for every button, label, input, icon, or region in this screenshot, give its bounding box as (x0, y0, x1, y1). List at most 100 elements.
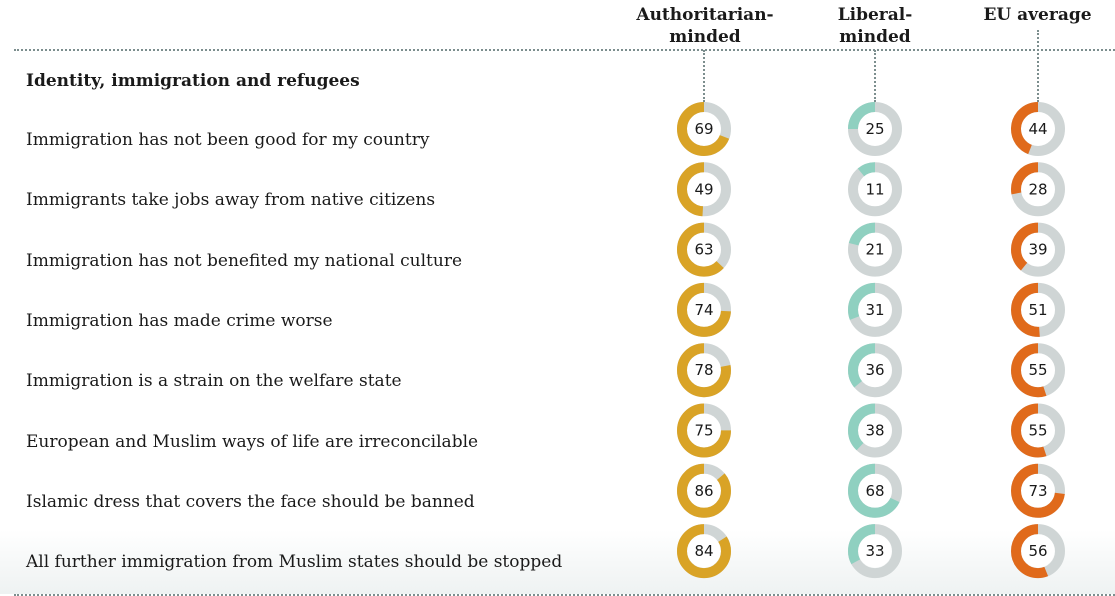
donut-hole (687, 233, 721, 267)
donut-4-2: 55 (1011, 343, 1065, 398)
donut-value-arc (677, 524, 731, 579)
donut-value-arc (1011, 403, 1065, 458)
donut-hole (858, 112, 892, 146)
donut-value-arc (677, 162, 731, 217)
donut-hole (1021, 414, 1055, 447)
column-header-liberal: Liberal- minded (815, 4, 935, 48)
donut-2-1: 21 (848, 222, 902, 277)
column-header-eu-average: EU average (965, 4, 1110, 26)
donut-1-1: 11 (848, 162, 902, 217)
donut-0-0: 69 (677, 102, 731, 156)
donut-3-1: 31 (848, 282, 902, 337)
donut-hole (1021, 474, 1055, 508)
donut-value-label: 73 (1028, 482, 1047, 500)
last-row-highlight (0, 530, 1115, 594)
donut-0-1: 25 (848, 102, 902, 156)
donut-hole (858, 534, 892, 568)
column-header-liberal-line2: minded (839, 27, 911, 47)
donut-hole (858, 293, 892, 327)
donut-6-1: 68 (848, 463, 902, 518)
donut-hole (858, 353, 892, 387)
column-guide-eu-average (1037, 30, 1039, 102)
donut-value-arc (1011, 282, 1065, 337)
donut-value-arc (848, 403, 902, 458)
donut-value-arc (848, 343, 902, 398)
column-guide-liberal (874, 50, 876, 102)
donut-7-0: 84 (677, 524, 731, 579)
donut-value-arc (677, 282, 731, 337)
donut-hole (687, 534, 721, 568)
row-label: All further immigration from Muslim stat… (26, 552, 563, 573)
donut-value-arc (848, 102, 902, 156)
donut-hole (687, 293, 721, 327)
donut-hole (858, 233, 892, 267)
row-label: Islamic dress that covers the face shoul… (26, 491, 475, 512)
donut-value-label: 44 (1028, 120, 1047, 138)
donut-6-0: 86 (677, 463, 731, 518)
row-label: Immigration is a strain on the welfare s… (26, 371, 402, 392)
donut-value-label: 84 (694, 542, 713, 560)
donut-value-label: 28 (1028, 180, 1047, 198)
row-label: Immigration has not been good for my cou… (26, 130, 430, 150)
donut-4-0: 78 (677, 343, 731, 398)
donut-5-2: 55 (1011, 403, 1065, 458)
column-header-authoritarian: Authoritarian- minded (615, 4, 795, 48)
donut-hole (1021, 534, 1055, 568)
row-label: Immigration has made crime worse (26, 310, 333, 331)
column-header-authoritarian-line1: Authoritarian- (636, 5, 774, 25)
donut-hole (858, 474, 892, 508)
donut-value-label: 56 (1028, 542, 1047, 560)
donut-hole (1021, 112, 1055, 146)
donut-2-0: 63 (677, 222, 731, 277)
donut-value-label: 39 (1028, 241, 1047, 259)
row-label: Immigration has not benefited my nationa… (26, 250, 463, 271)
donut-value-arc (677, 102, 731, 156)
donut-value-arc (1011, 343, 1065, 398)
donut-value-arc (1011, 102, 1065, 156)
header-divider (14, 49, 1115, 51)
donut-value-arc (848, 282, 902, 337)
donut-hole (1021, 233, 1055, 267)
donut-value-arc (1011, 162, 1065, 217)
section-title: Identity, immigration and refugees (26, 71, 360, 91)
donut-hole (858, 414, 892, 447)
footer-divider (14, 594, 1115, 596)
donut-value-label: 31 (865, 301, 884, 319)
donut-value-label: 74 (694, 301, 713, 319)
donut-value-label: 21 (865, 241, 884, 259)
donut-value-label: 75 (694, 422, 713, 440)
row-label: European and Muslim ways of life are irr… (26, 431, 479, 452)
donut-2-2: 39 (1011, 222, 1065, 277)
donut-value-arc (677, 463, 731, 518)
row-label: Immigrants take jobs away from native ci… (26, 190, 436, 211)
column-header-liberal-line1: Liberal- (837, 5, 913, 25)
donut-1-0: 49 (677, 162, 731, 217)
donut-7-1: 33 (848, 524, 902, 579)
donut-value-arc (1011, 524, 1065, 579)
column-header-authoritarian-line2: minded (669, 27, 741, 47)
donut-value-arc (677, 343, 731, 398)
donut-value-arc (848, 162, 902, 217)
donut-hole (687, 474, 721, 508)
donut-1-2: 28 (1011, 162, 1065, 217)
donut-value-label: 36 (865, 361, 884, 379)
donut-0-2: 44 (1011, 102, 1065, 156)
donut-value-label: 55 (1028, 361, 1047, 379)
donut-value-label: 68 (865, 482, 884, 500)
donut-7-2: 56 (1011, 524, 1065, 579)
column-header-eu-average-line1: EU average (983, 5, 1092, 25)
donut-value-arc (848, 524, 902, 579)
donut-6-2: 73 (1011, 463, 1065, 518)
donut-3-0: 74 (677, 282, 731, 337)
donut-value-label: 49 (694, 180, 713, 198)
donut-value-arc (848, 222, 902, 277)
donut-value-arc (848, 463, 902, 518)
donut-value-label: 69 (694, 120, 713, 138)
donut-value-arc (677, 403, 731, 458)
donut-hole (687, 353, 721, 387)
donut-value-label: 55 (1028, 422, 1047, 440)
donut-5-1: 38 (848, 403, 902, 458)
donut-value-arc (1011, 222, 1065, 277)
donut-value-label: 78 (694, 361, 713, 379)
donut-hole (1021, 172, 1055, 206)
